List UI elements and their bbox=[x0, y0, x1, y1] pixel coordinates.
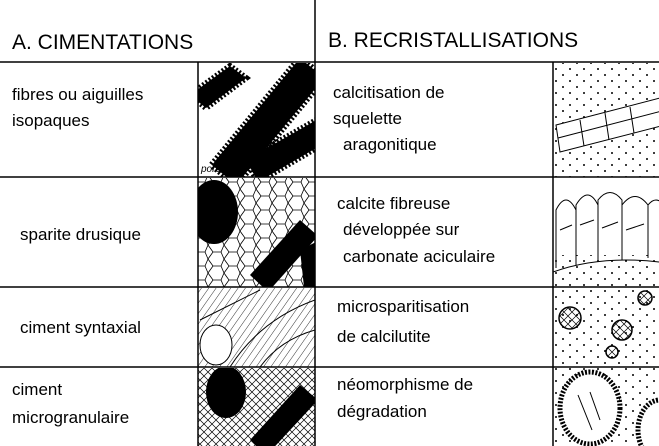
row-label: isopaques bbox=[12, 111, 90, 130]
sketch bbox=[198, 368, 315, 446]
row-label: ciment bbox=[12, 380, 62, 399]
row-label: aragonitique bbox=[343, 135, 437, 154]
row-label: développée sur bbox=[343, 220, 460, 239]
column-header: A. CIMENTATIONS bbox=[12, 31, 193, 54]
row-label: calcitisation de bbox=[333, 83, 445, 102]
row-label: carbonate aciculaire bbox=[343, 247, 495, 266]
row-label: sparite drusique bbox=[20, 225, 141, 244]
row-label: fibres ou aiguilles bbox=[12, 85, 143, 104]
row-label: dégradation bbox=[337, 402, 427, 421]
sketch bbox=[553, 368, 659, 446]
sketch bbox=[553, 192, 659, 287]
sketch bbox=[553, 288, 659, 367]
row-label: calcite fibreuse bbox=[337, 194, 450, 213]
row-label: ciment syntaxial bbox=[20, 318, 141, 337]
row-label: microsparitisation bbox=[337, 297, 469, 316]
row-label: squelette bbox=[333, 109, 402, 128]
sketch bbox=[553, 63, 659, 177]
sketch bbox=[198, 178, 315, 287]
sketch bbox=[198, 63, 315, 177]
image-label: pore bbox=[200, 164, 221, 175]
row-label: microgranulaire bbox=[12, 408, 129, 427]
row-label: néomorphisme de bbox=[337, 375, 473, 394]
row-label: de calcilutite bbox=[337, 327, 431, 346]
column-header: B. RECRISTALLISATIONS bbox=[328, 29, 578, 52]
sketch bbox=[198, 288, 315, 367]
